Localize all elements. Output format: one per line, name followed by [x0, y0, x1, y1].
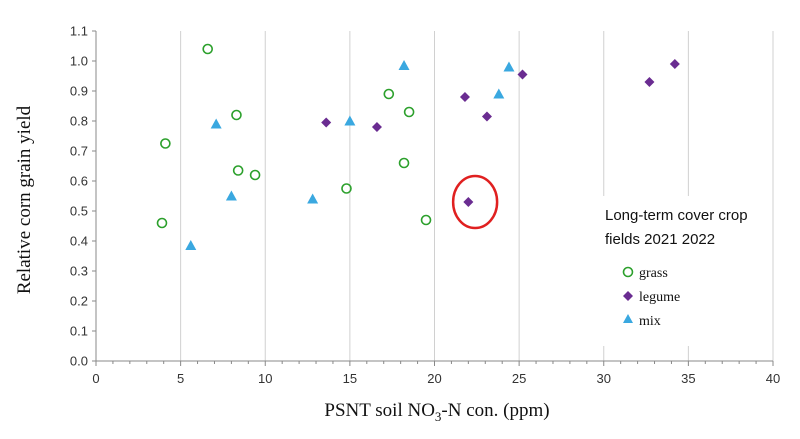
annotation-line-1: Long-term cover crop [605, 207, 748, 224]
point-grass [160, 138, 171, 149]
data-points [156, 43, 680, 250]
x-axis-title-tail: -N con. (ppm) [441, 400, 549, 421]
legend-mix-marker [623, 314, 633, 323]
point-legume [463, 197, 474, 207]
x-tick-label: 0 [92, 371, 99, 386]
point-mix [344, 115, 356, 126]
y-axis-title: Relative corn grain yield [14, 105, 35, 294]
x-axis-title-sub: 3 [435, 409, 442, 424]
point-legume [371, 122, 382, 132]
x-tick-label: 10 [258, 371, 272, 386]
x-tick-label: 35 [681, 371, 695, 386]
point-mix [307, 193, 319, 204]
y-tick-label: 0.9 [70, 84, 88, 99]
point-grass [156, 217, 168, 229]
point-legume [669, 59, 680, 69]
annotation-line-2: fields 2021 2022 [605, 231, 715, 248]
axes [92, 30, 774, 366]
point-grass [383, 88, 395, 100]
point-legume [644, 77, 655, 87]
y-tick-label: 1.1 [70, 24, 88, 39]
highlight-ring [451, 174, 499, 230]
x-tick-label: 5 [177, 371, 184, 386]
y-tick-label: 1.0 [70, 54, 88, 69]
x-tick-labels: 0 5 10 15 20 25 30 35 40 [92, 371, 780, 386]
legend-legume-label: legume [639, 290, 680, 305]
point-grass [202, 43, 214, 55]
point-mix [225, 190, 237, 201]
highlight-ellipse [451, 174, 499, 230]
point-grass [403, 106, 415, 118]
y-tick-label: 0.1 [70, 324, 88, 339]
x-axis-title: PSNT soil NO3-N con. (ppm) [324, 400, 549, 424]
y-tick-label: 0.3 [70, 264, 88, 279]
point-mix [398, 60, 410, 70]
y-tick-label: 0.7 [70, 144, 88, 159]
x-tick-label: 20 [427, 371, 441, 386]
y-tick-label: 0.2 [70, 294, 88, 309]
y-tick-label: 0.5 [70, 204, 88, 219]
point-legume [481, 111, 492, 122]
legend-grass-marker [622, 266, 634, 278]
point-mix [210, 118, 222, 129]
y-tick-labels: 0.0 0.1 0.2 0.3 0.4 0.5 0.6 0.7 0.8 0.9 1.0 1.1 [70, 24, 88, 369]
legend-legume-marker [623, 291, 633, 301]
point-grass [231, 109, 242, 121]
point-mix [503, 61, 515, 72]
y-tick-label: 0.4 [70, 234, 88, 249]
point-legume [321, 117, 332, 128]
point-grass [249, 169, 261, 181]
legend: grass legume mix [622, 266, 680, 329]
point-grass [341, 183, 352, 194]
point-legume [517, 69, 528, 80]
x-axis-title-main: PSNT soil NO [324, 400, 435, 421]
y-tick-label: 0.6 [70, 174, 88, 189]
x-tick-label: 15 [343, 371, 357, 386]
y-tick-label: 0.8 [70, 114, 88, 129]
point-grass [420, 214, 432, 226]
legend-mix-label: mix [639, 314, 661, 329]
point-grass [232, 165, 244, 176]
point-mix [493, 88, 505, 99]
x-tick-label: 25 [512, 371, 526, 386]
x-tick-label: 30 [597, 371, 611, 386]
point-grass [398, 157, 410, 169]
x-tick-label: 40 [766, 371, 780, 386]
legend-panel [596, 196, 756, 346]
point-mix [185, 240, 197, 250]
y-tick-label: 0.0 [70, 354, 88, 369]
point-legume [459, 92, 470, 102]
legend-grass-label: grass [639, 266, 668, 281]
